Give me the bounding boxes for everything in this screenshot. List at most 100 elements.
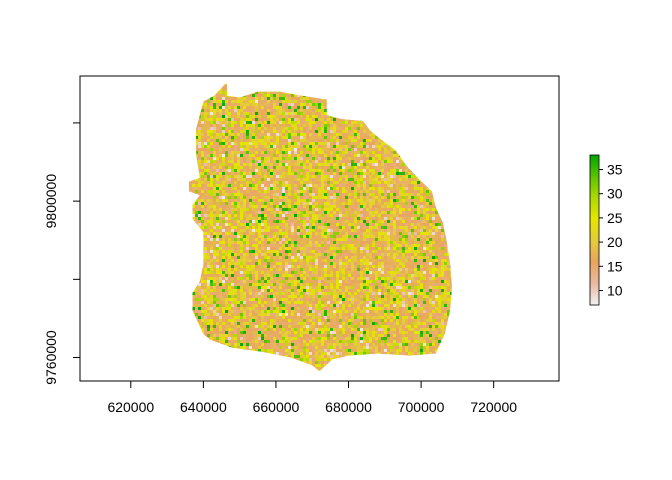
raster-cell xyxy=(243,157,246,160)
raster-cell xyxy=(255,121,258,124)
raster-cell xyxy=(279,151,282,154)
raster-cell xyxy=(261,196,264,199)
raster-cell xyxy=(378,94,381,97)
raster-cell xyxy=(198,94,201,97)
raster-cell xyxy=(276,190,279,193)
raster-cell xyxy=(396,232,399,235)
raster-cell xyxy=(312,217,315,220)
raster-cell xyxy=(276,154,279,157)
raster-cell xyxy=(420,169,423,172)
raster-cell xyxy=(327,235,330,238)
raster-cell xyxy=(426,223,429,226)
raster-cell xyxy=(414,97,417,100)
raster-cell xyxy=(399,79,402,82)
raster-cell xyxy=(324,130,327,133)
raster-cell xyxy=(297,184,300,187)
raster-cell xyxy=(444,163,447,166)
raster-cell xyxy=(213,112,216,115)
raster-cell xyxy=(330,121,333,124)
raster-cell xyxy=(264,130,267,133)
raster-cell xyxy=(210,130,213,133)
raster-cell xyxy=(312,226,315,229)
raster-cell xyxy=(330,160,333,163)
raster-cell xyxy=(300,214,303,217)
raster-cell xyxy=(429,220,432,223)
raster-cell xyxy=(213,214,216,217)
raster-cell xyxy=(252,139,255,142)
raster-cell xyxy=(216,163,219,166)
raster-cell xyxy=(324,106,327,109)
raster-cell xyxy=(426,163,429,166)
raster-cell xyxy=(411,83,414,85)
raster-cell xyxy=(342,190,345,193)
raster-cell xyxy=(417,124,420,127)
raster-cell xyxy=(363,83,366,85)
raster-cell xyxy=(243,88,246,91)
raster-cell xyxy=(309,79,312,82)
raster-cell xyxy=(408,154,411,157)
raster-cell xyxy=(342,124,345,127)
raster-cell xyxy=(294,199,297,202)
raster-cell xyxy=(188,142,189,145)
raster-cell xyxy=(225,166,228,169)
raster-cell xyxy=(444,133,447,136)
raster-cell xyxy=(333,196,336,199)
raster-cell xyxy=(261,172,264,175)
raster-cell xyxy=(231,130,234,133)
raster-cell xyxy=(261,220,264,223)
raster-cell xyxy=(345,163,348,166)
raster-cell xyxy=(255,91,258,94)
raster-cell xyxy=(432,214,435,217)
raster-cell xyxy=(447,202,450,205)
raster-cell xyxy=(384,115,387,118)
raster-cell xyxy=(363,100,366,103)
raster-cell xyxy=(432,139,435,142)
raster-cell xyxy=(255,241,258,244)
raster-cell xyxy=(345,205,348,208)
raster-cell xyxy=(372,169,375,172)
raster-cell xyxy=(369,169,372,172)
raster-cell xyxy=(426,88,429,91)
raster-cell xyxy=(429,112,432,115)
raster-cell xyxy=(447,163,450,166)
raster-cell xyxy=(333,217,336,220)
raster-cell xyxy=(381,190,384,193)
raster-cell xyxy=(420,94,423,97)
raster-cell xyxy=(189,83,192,85)
raster-cell xyxy=(426,106,429,109)
raster-cell xyxy=(441,79,444,82)
raster-cell xyxy=(396,241,399,244)
raster-cell xyxy=(201,184,204,187)
raster-cell xyxy=(444,127,447,130)
raster-cell xyxy=(282,229,285,232)
raster-cell xyxy=(375,121,378,124)
raster-cell xyxy=(222,172,225,175)
raster-cell xyxy=(210,94,213,97)
raster-cell xyxy=(420,172,423,175)
raster-cell xyxy=(318,211,321,214)
raster-cell xyxy=(300,115,303,118)
raster-cell xyxy=(267,235,270,238)
raster-cell xyxy=(378,166,381,169)
raster-cell xyxy=(249,79,252,82)
raster-cell xyxy=(270,226,273,229)
raster-cell xyxy=(267,85,270,88)
raster-cell xyxy=(219,181,222,184)
raster-cell xyxy=(309,169,312,172)
raster-cell xyxy=(273,157,276,160)
raster-cell xyxy=(231,205,234,208)
raster-cell xyxy=(234,178,237,181)
raster-cell xyxy=(252,148,255,151)
raster-cell xyxy=(252,103,255,106)
raster-cell xyxy=(264,100,267,103)
raster-cell xyxy=(432,193,435,196)
raster-cell xyxy=(390,241,393,244)
raster-cell xyxy=(273,220,276,223)
raster-cell xyxy=(195,97,198,100)
raster-cell xyxy=(201,214,204,217)
raster-cell xyxy=(393,127,396,130)
raster-cell xyxy=(231,85,234,88)
raster-cell xyxy=(237,157,240,160)
raster-cell xyxy=(237,115,240,118)
raster-cell xyxy=(366,220,369,223)
